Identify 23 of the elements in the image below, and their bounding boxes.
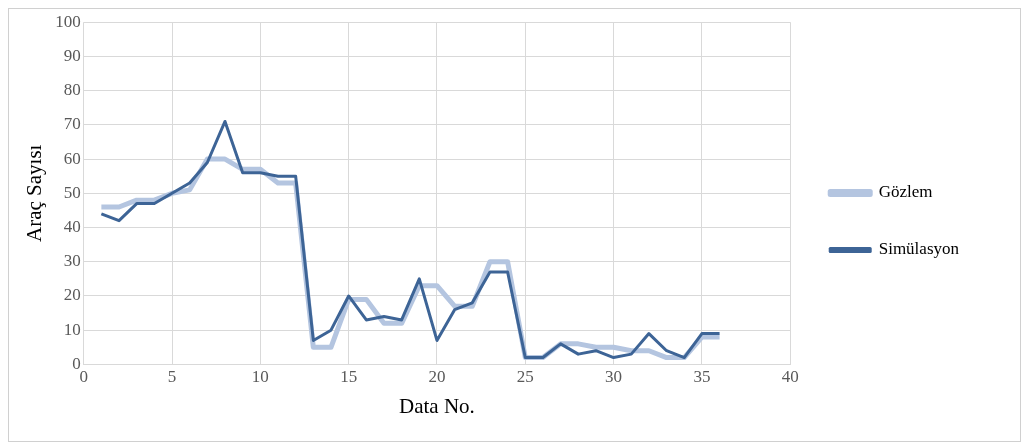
legend-label: Simülasyon: [878, 239, 960, 259]
y-tick-label: 0: [72, 353, 81, 373]
y-axis-title: Araç Sayısı: [22, 144, 47, 242]
x-axis-title: Data No.: [399, 393, 475, 418]
y-tick-label: 60: [63, 148, 81, 168]
x-tick-label: 30: [605, 367, 623, 387]
legend-label: Gözlem: [878, 182, 933, 202]
y-tick-label: 100: [55, 11, 81, 31]
y-tick-label: 10: [63, 319, 81, 339]
y-tick-label: 20: [63, 285, 81, 305]
x-tick-label: 15: [340, 367, 358, 387]
y-tick-label: 70: [63, 114, 81, 134]
y-tick-label: 40: [63, 216, 81, 236]
y-tick-label: 80: [63, 80, 81, 100]
x-tick-label: 5: [167, 367, 177, 387]
x-tick-label: 40: [781, 367, 799, 387]
x-tick-label: 20: [428, 367, 446, 387]
y-tick-label: 50: [63, 182, 81, 202]
x-tick-label: 35: [693, 367, 711, 387]
x-tick-label: 25: [516, 367, 534, 387]
y-tick-label: 30: [63, 251, 81, 271]
x-tick-label: 10: [251, 367, 269, 387]
y-tick-label: 90: [63, 45, 81, 65]
